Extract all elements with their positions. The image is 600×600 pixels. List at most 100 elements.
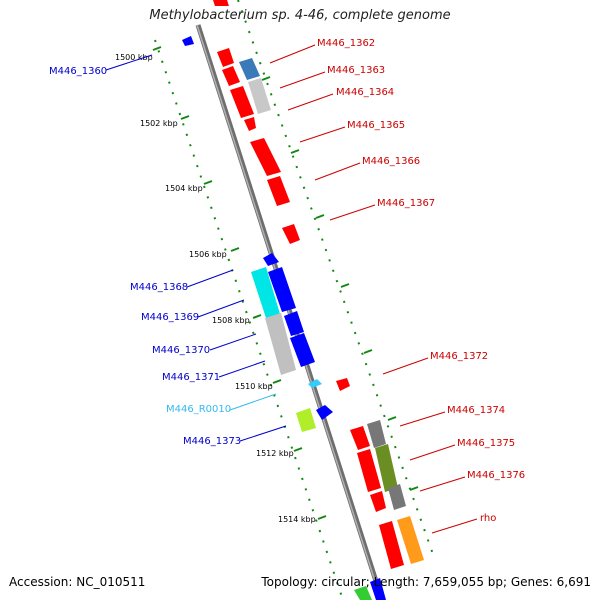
leader-line: [229, 393, 277, 411]
tick-mark: [387, 416, 397, 421]
leader-line: [299, 126, 346, 143]
tick-mark: [340, 283, 350, 288]
gene-arrow[interactable]: [230, 86, 254, 118]
tick-label: 1514 kbp: [278, 515, 316, 524]
map-title: Methylobacterium sp. 4-46, complete geno…: [149, 8, 451, 23]
gene-label[interactable]: M446_1363: [327, 65, 385, 76]
tick-label: 1512 kbp: [256, 449, 294, 458]
tick-label: 1500 kbp: [115, 53, 153, 62]
leader-line: [399, 411, 446, 427]
gene-label[interactable]: M446_1369: [141, 312, 199, 323]
gene-label[interactable]: M446_1371: [162, 372, 220, 383]
gene-arrow[interactable]: [354, 586, 372, 600]
tick-label: 1504 kbp: [165, 184, 203, 193]
gene-label[interactable]: M446_1375: [457, 438, 515, 449]
tick-mark: [409, 486, 419, 491]
genome-backbone: [195, 24, 385, 600]
leader-line: [279, 71, 326, 89]
gene-label[interactable]: M446_1364: [336, 87, 394, 98]
leader-line: [431, 518, 478, 534]
tick-label: 1508 kbp: [212, 316, 250, 325]
tick-mark: [272, 379, 282, 384]
gene-arrow[interactable]: [268, 267, 296, 312]
leader-line: [419, 476, 466, 492]
gene-arrow[interactable]: [263, 253, 279, 266]
gene-arrow[interactable]: [251, 267, 280, 318]
gene-label[interactable]: M446_1367: [377, 198, 435, 209]
gene-arrow[interactable]: [296, 408, 316, 432]
gene-arrow[interactable]: [217, 48, 234, 67]
leader-line: [209, 333, 257, 351]
leader-line: [287, 93, 334, 111]
gene-label[interactable]: M446_1370: [152, 345, 210, 356]
gene-arrow[interactable]: [375, 444, 398, 492]
leader-line: [314, 162, 361, 181]
gene-arrow[interactable]: [357, 449, 381, 492]
leader-line: [329, 204, 376, 221]
gene-arrow[interactable]: [308, 379, 322, 388]
tick-mark: [230, 247, 240, 252]
forward-genes: [217, 48, 424, 569]
gene-arrow[interactable]: [222, 66, 240, 86]
gene-arrow[interactable]: [316, 405, 333, 420]
leader-line: [218, 360, 266, 378]
leader-line: [186, 269, 234, 288]
gene-arrow[interactable]: [290, 333, 315, 367]
gene-arrow[interactable]: [350, 426, 370, 450]
tick-mark: [261, 76, 271, 81]
tick-mark: [252, 314, 262, 319]
gene-arrow[interactable]: [239, 58, 260, 80]
gene-label[interactable]: M446_1368: [130, 282, 188, 293]
gene-arrow[interactable]: [367, 420, 386, 448]
tick-label: 1510 kbp: [235, 382, 273, 391]
gene-arrow[interactable]: [182, 36, 194, 46]
gene-label[interactable]: M446_1374: [447, 405, 505, 416]
reverse-genes: [182, 36, 386, 600]
leader-line: [269, 44, 316, 64]
gene-label[interactable]: M446_1373: [183, 436, 241, 447]
gene-label[interactable]: M446_1362: [317, 38, 375, 49]
gene-arrow[interactable]: [250, 138, 281, 176]
leader-line: [239, 425, 287, 442]
gene-arrow[interactable]: [370, 491, 386, 512]
gene-arrow[interactable]: [267, 176, 290, 206]
leader-line: [382, 357, 429, 375]
leader-line: [105, 54, 153, 71]
leader-line: [197, 299, 245, 318]
gene-label[interactable]: rho: [480, 513, 496, 524]
gene-arrow[interactable]: [213, 0, 229, 6]
tick-mark: [290, 149, 300, 154]
tick-label: 1502 kbp: [140, 119, 178, 128]
gene-arrow[interactable]: [282, 224, 300, 244]
gene-arrow[interactable]: [379, 521, 404, 569]
genome-summary-text: Topology: circular; Length: 7,659,055 bp…: [261, 575, 591, 589]
gene-arrow[interactable]: [244, 117, 256, 131]
genome-backbone-highlight: [196, 24, 382, 600]
forward-leaders: [269, 44, 478, 534]
gene-arrow[interactable]: [248, 78, 271, 114]
gene-label[interactable]: M446_1366: [362, 156, 420, 167]
gene-label[interactable]: M446_1372: [430, 351, 488, 362]
gene-arrow[interactable]: [336, 378, 350, 391]
tick-mark: [317, 515, 327, 520]
tick-mark: [363, 349, 373, 354]
gene-arrow[interactable]: [388, 484, 406, 510]
gene-arrow[interactable]: [397, 516, 424, 564]
tick-mark: [293, 447, 303, 452]
reverse-labels: M446_1360 M446_1368 M446_1369 M446_1370 …: [49, 66, 241, 447]
tick-marks: [152, 46, 419, 520]
leader-line: [409, 444, 456, 461]
tick-mark: [315, 214, 325, 219]
gene-label[interactable]: M446_1360: [49, 66, 107, 77]
gene-label[interactable]: M446_1365: [347, 120, 405, 131]
tick-mark: [152, 46, 162, 51]
tick-mark: [180, 115, 190, 120]
reverse-leaders: [105, 54, 287, 442]
gene-label[interactable]: M446_1376: [467, 470, 525, 481]
tick-label: 1506 kbp: [189, 250, 227, 259]
gene-label[interactable]: M446_R0010: [166, 404, 231, 415]
gene-arrow[interactable]: [284, 311, 304, 336]
gene-arrow[interactable]: [370, 578, 386, 600]
gene-arrow[interactable]: [265, 313, 296, 375]
